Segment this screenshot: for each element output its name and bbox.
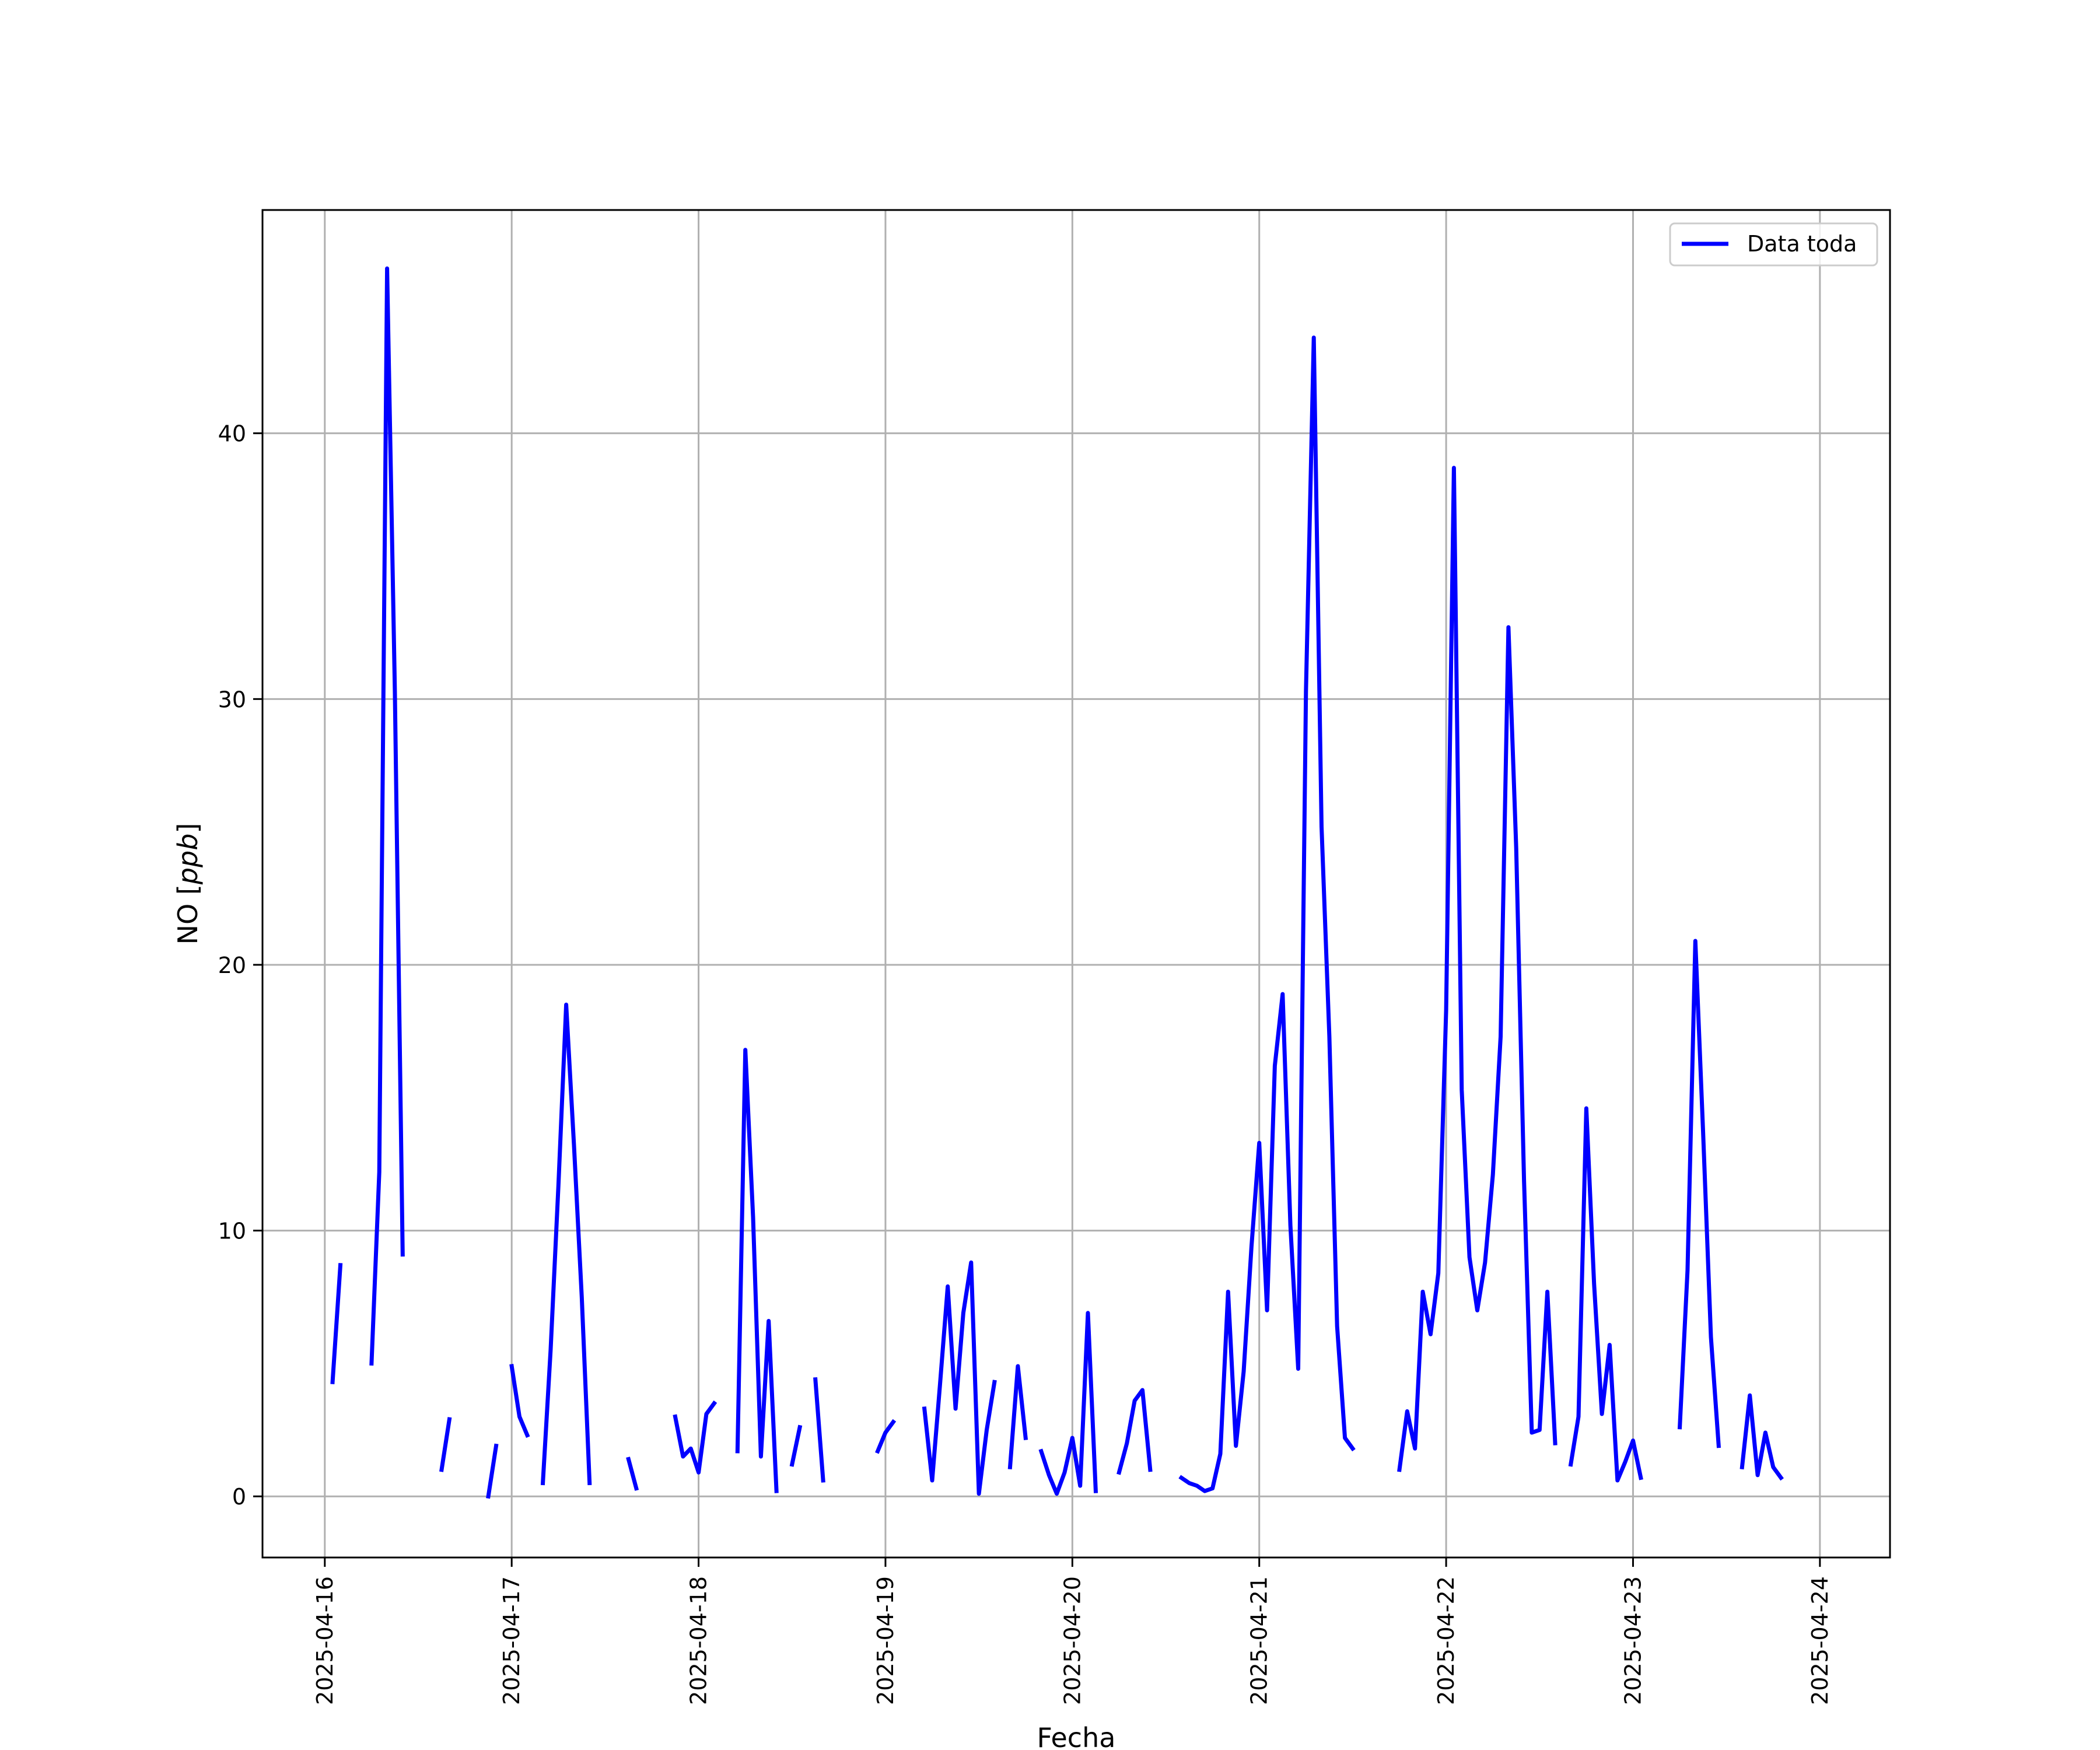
series-line-segment [540, 1002, 592, 1486]
y-tick-label: 40 [218, 421, 246, 447]
legend-label: Data toda [1747, 231, 1857, 257]
series-line-segment [735, 1048, 779, 1493]
x-tick-label: 2025-04-23 [1620, 1576, 1646, 1705]
x-tick-label: 2025-04-17 [499, 1576, 524, 1705]
x-tick-label: 2025-04-21 [1247, 1576, 1272, 1705]
grid-lines [262, 210, 1890, 1558]
series-line-segment [509, 1364, 530, 1438]
y-axis-title: NO [ppb] [172, 823, 204, 945]
legend: Data toda [1669, 222, 1878, 267]
y-tick-label: 0 [232, 1484, 246, 1510]
series-line-segment [626, 1457, 639, 1491]
x-tick-label: 2025-04-22 [1433, 1576, 1459, 1705]
y-axis-ticks: 0 10 20 30 40 [218, 421, 262, 1510]
series-line-segment [1568, 1106, 1643, 1483]
series-line-segment [1038, 1311, 1098, 1496]
x-tick-label: 2025-04-19 [873, 1576, 898, 1705]
plot-area-background [262, 210, 1890, 1558]
series-line-segment [369, 266, 405, 1366]
series-line-segment [486, 1443, 499, 1499]
series-line-segment [1740, 1393, 1784, 1481]
series-line-segment [1116, 1388, 1153, 1475]
legend-box [1669, 222, 1878, 267]
x-axis-title: Fecha [1037, 1722, 1116, 1750]
x-tick-label: 2025-04-24 [1807, 1576, 1833, 1705]
series-line-segment [439, 1417, 452, 1472]
x-tick-label: 2025-04-18 [686, 1576, 712, 1705]
y-tick-label: 10 [218, 1219, 246, 1244]
plot-area-frame [261, 209, 1891, 1559]
series-line-segment [875, 1419, 897, 1454]
series-line-segment [1007, 1364, 1028, 1469]
series-line-segment [922, 1260, 997, 1496]
series-line-segment [789, 1424, 803, 1467]
y-tick-label: 30 [218, 687, 246, 712]
series-line-segment [1677, 939, 1721, 1448]
y-tick-label: 20 [218, 953, 246, 978]
series-line-segment [1397, 466, 1558, 1472]
series-line-segment [1178, 335, 1356, 1493]
series-line-segment [673, 1400, 718, 1475]
series-data-toda [330, 266, 1784, 1499]
x-tick-label: 2025-04-16 [312, 1576, 338, 1705]
series-line-segment [330, 1263, 343, 1385]
x-axis-ticks: 2025-04-16 2025-04-17 2025-04-18 2025-04-19… [312, 1558, 1833, 1705]
x-tick-label: 2025-04-20 [1059, 1576, 1085, 1705]
series-line-segment [813, 1377, 825, 1483]
